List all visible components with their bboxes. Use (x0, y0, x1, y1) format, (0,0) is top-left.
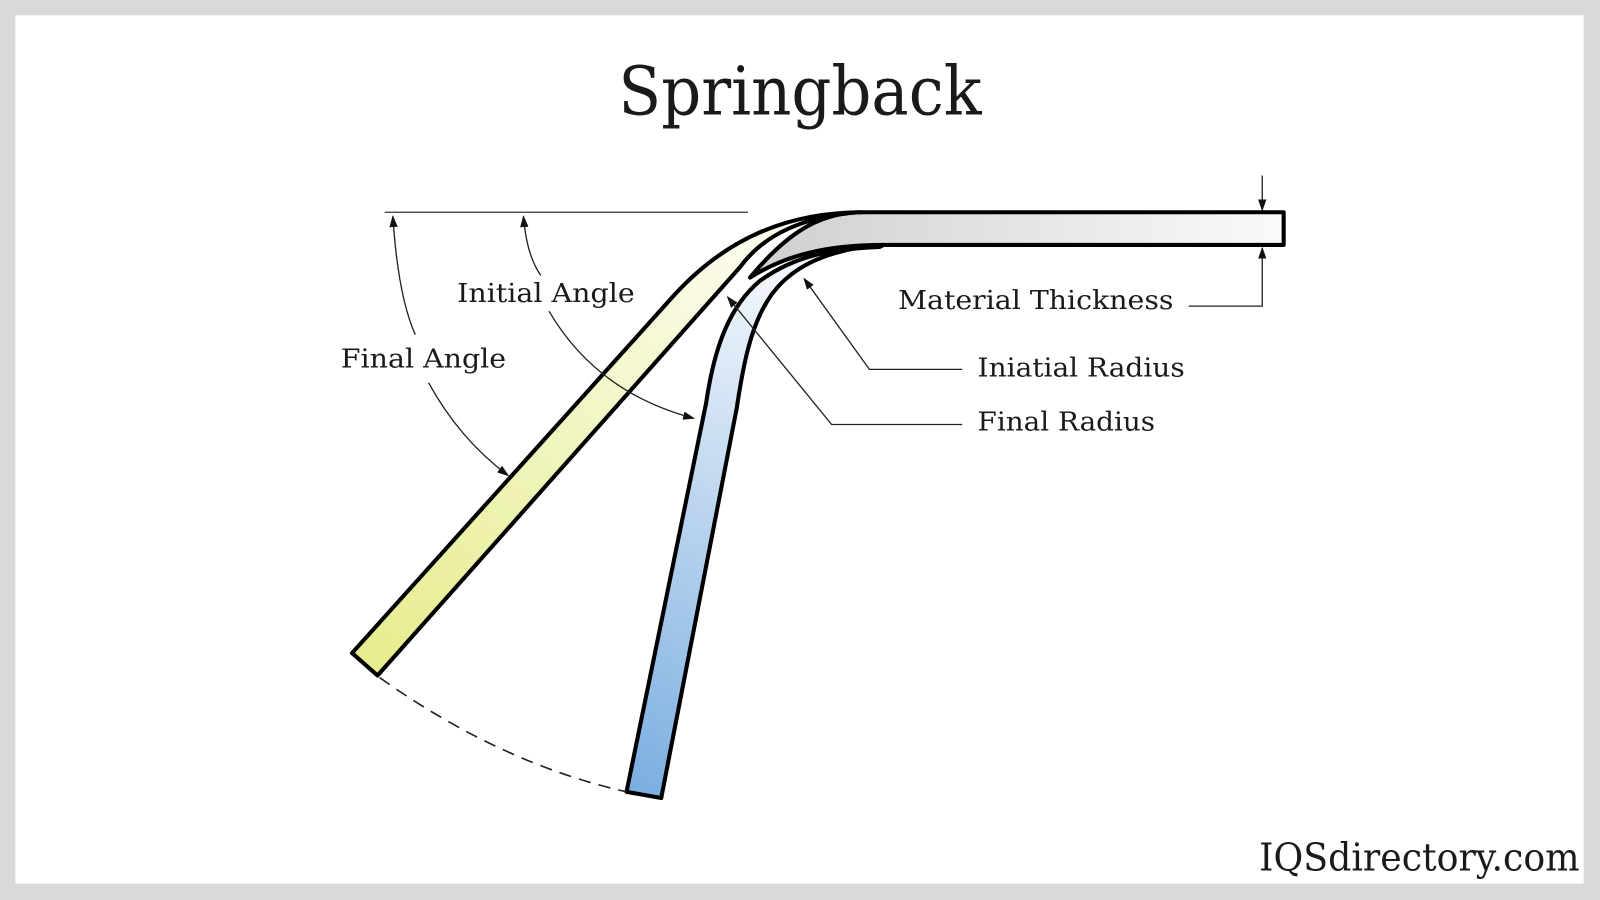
initial-angle-label: Initial Angle (457, 278, 635, 309)
final-angle-label: Final Angle (341, 343, 506, 374)
final-radius-leader (726, 296, 963, 426)
watermark-logo: IQSdirectory.com (1259, 835, 1579, 880)
springback-strip (624, 242, 886, 800)
page-title: Springback (618, 51, 982, 130)
thickness-leader (1188, 246, 1267, 307)
material-thickness-label: Material Thickness (898, 285, 1174, 316)
initial-angle-arc-lower (548, 310, 696, 420)
bent-strip (350, 210, 865, 678)
final-angle-arc-lower (427, 382, 510, 477)
initial-radius-label: Iniatial Radius (978, 353, 1185, 384)
final-angle-arc (389, 215, 416, 335)
initial-radius-leader (803, 277, 963, 371)
final-radius-label: Final Radius (978, 407, 1156, 438)
canvas-background (15, 15, 1584, 884)
initial-angle-arc (520, 215, 542, 276)
